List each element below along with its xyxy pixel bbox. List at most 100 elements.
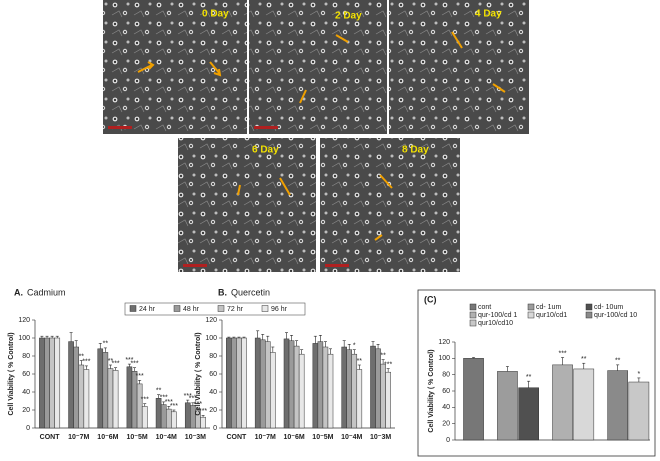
- micrograph: [320, 138, 460, 272]
- bar: [259, 339, 266, 429]
- bar: [126, 366, 133, 429]
- bar: [226, 337, 232, 429]
- y-tick-label: 40: [22, 389, 30, 396]
- legend-label: qur10/cd1: [536, 312, 567, 319]
- bar: [141, 406, 148, 429]
- significance: **: [615, 358, 621, 365]
- bar: [322, 346, 329, 429]
- y-tick-label: 0: [26, 425, 30, 432]
- bar: [171, 411, 177, 429]
- significance: **: [156, 388, 162, 395]
- bar: [241, 337, 247, 429]
- x-tick-label: 10⁻5M: [126, 434, 147, 441]
- bar: [68, 341, 74, 429]
- significance: ***: [170, 403, 178, 410]
- scale-bar: [183, 264, 207, 267]
- chart-title: Cadmium: [27, 287, 66, 297]
- bar: [265, 341, 271, 429]
- bar: [346, 349, 352, 429]
- significance: **: [581, 356, 587, 363]
- micrographs: 0 Day 2 Day 4 Day 6 Day 8 Day: [103, 0, 529, 272]
- bar: [97, 348, 104, 429]
- bar: [54, 337, 61, 429]
- legend-frame: [124, 302, 306, 316]
- chart-title: Quercetin: [231, 287, 270, 297]
- legend-label: cd- 1um: [536, 304, 561, 311]
- y-tick-label: 60: [22, 371, 30, 378]
- significance: ***: [199, 408, 207, 415]
- bar: [236, 337, 242, 429]
- bar: [356, 369, 363, 429]
- bar: [385, 371, 391, 429]
- x-tick-label: 10⁻6M: [283, 434, 304, 441]
- y-tick-label: 0: [446, 437, 450, 444]
- bar: [112, 370, 119, 429]
- micrograph: [389, 0, 529, 134]
- y-tick-label: 20: [22, 407, 30, 414]
- y-tick-label: 80: [209, 353, 217, 360]
- legend-label: qur-100/cd 10: [594, 312, 637, 319]
- legend-swatch: [261, 305, 269, 312]
- significance: **: [79, 353, 85, 360]
- bar: [298, 353, 305, 429]
- significance: **: [108, 358, 114, 365]
- y-tick-label: 40: [442, 404, 450, 411]
- significance: **: [380, 352, 386, 359]
- significance: *: [353, 343, 356, 350]
- legend-label: 24 hr: [139, 306, 156, 313]
- legend-label: 72 hr: [227, 306, 244, 313]
- legend-swatch: [217, 305, 225, 312]
- legend-swatch: [527, 303, 535, 311]
- bar: [184, 402, 191, 429]
- x-tick-label: 10⁻3M: [185, 434, 206, 441]
- scale-bar: [254, 126, 278, 129]
- day-label: 8 Day: [402, 145, 429, 156]
- bar: [155, 398, 162, 429]
- bar: [317, 341, 324, 429]
- significance: ***: [141, 397, 149, 404]
- bar: [160, 404, 167, 429]
- micrograph: [249, 0, 387, 134]
- significance: ***: [136, 373, 144, 380]
- x-tick-label: 10⁻3M: [370, 434, 391, 441]
- y-tick-label: 60: [209, 371, 217, 378]
- scale-bar: [325, 264, 349, 267]
- x-tick-label: CONT: [226, 434, 247, 441]
- y-tick-label: 100: [18, 335, 30, 342]
- bar: [463, 358, 484, 441]
- y-tick-label: 0: [213, 425, 217, 432]
- y-tick-label: 100: [205, 335, 217, 342]
- x-tick-label: 10⁻4M: [341, 434, 362, 441]
- significance: ***: [82, 359, 90, 366]
- legend-swatch: [469, 303, 477, 311]
- significance: **: [357, 358, 363, 365]
- bar: [44, 337, 50, 429]
- bar: [497, 371, 518, 441]
- bar: [49, 337, 55, 429]
- bar: [380, 363, 386, 429]
- day-label: 4 Day: [475, 9, 502, 20]
- bar: [327, 353, 334, 429]
- bar: [518, 387, 539, 441]
- legend-label: qur-100/cd 1: [478, 312, 517, 319]
- x-tick-label: CONT: [40, 434, 61, 441]
- legend-label: 48 hr: [183, 306, 200, 313]
- significance: ***: [384, 361, 392, 368]
- bar: [270, 352, 276, 429]
- bar: [200, 416, 206, 429]
- y-axis-label: Cell Viability ( % Control): [428, 349, 435, 432]
- bar: [39, 337, 45, 429]
- legend-swatch: [469, 311, 477, 319]
- bar: [107, 368, 114, 429]
- legend-label: cd- 10um: [594, 304, 623, 311]
- significance: ***: [111, 361, 119, 368]
- y-tick-label: 40: [209, 389, 217, 396]
- legend-label: 96 hr: [271, 306, 288, 313]
- bar: [136, 383, 143, 429]
- x-tick-label: 10⁻7M: [255, 434, 276, 441]
- arrows: [137, 31, 506, 241]
- significance: ***: [130, 361, 138, 368]
- y-tick-label: 120: [205, 317, 217, 324]
- y-tick-label: 80: [442, 372, 450, 379]
